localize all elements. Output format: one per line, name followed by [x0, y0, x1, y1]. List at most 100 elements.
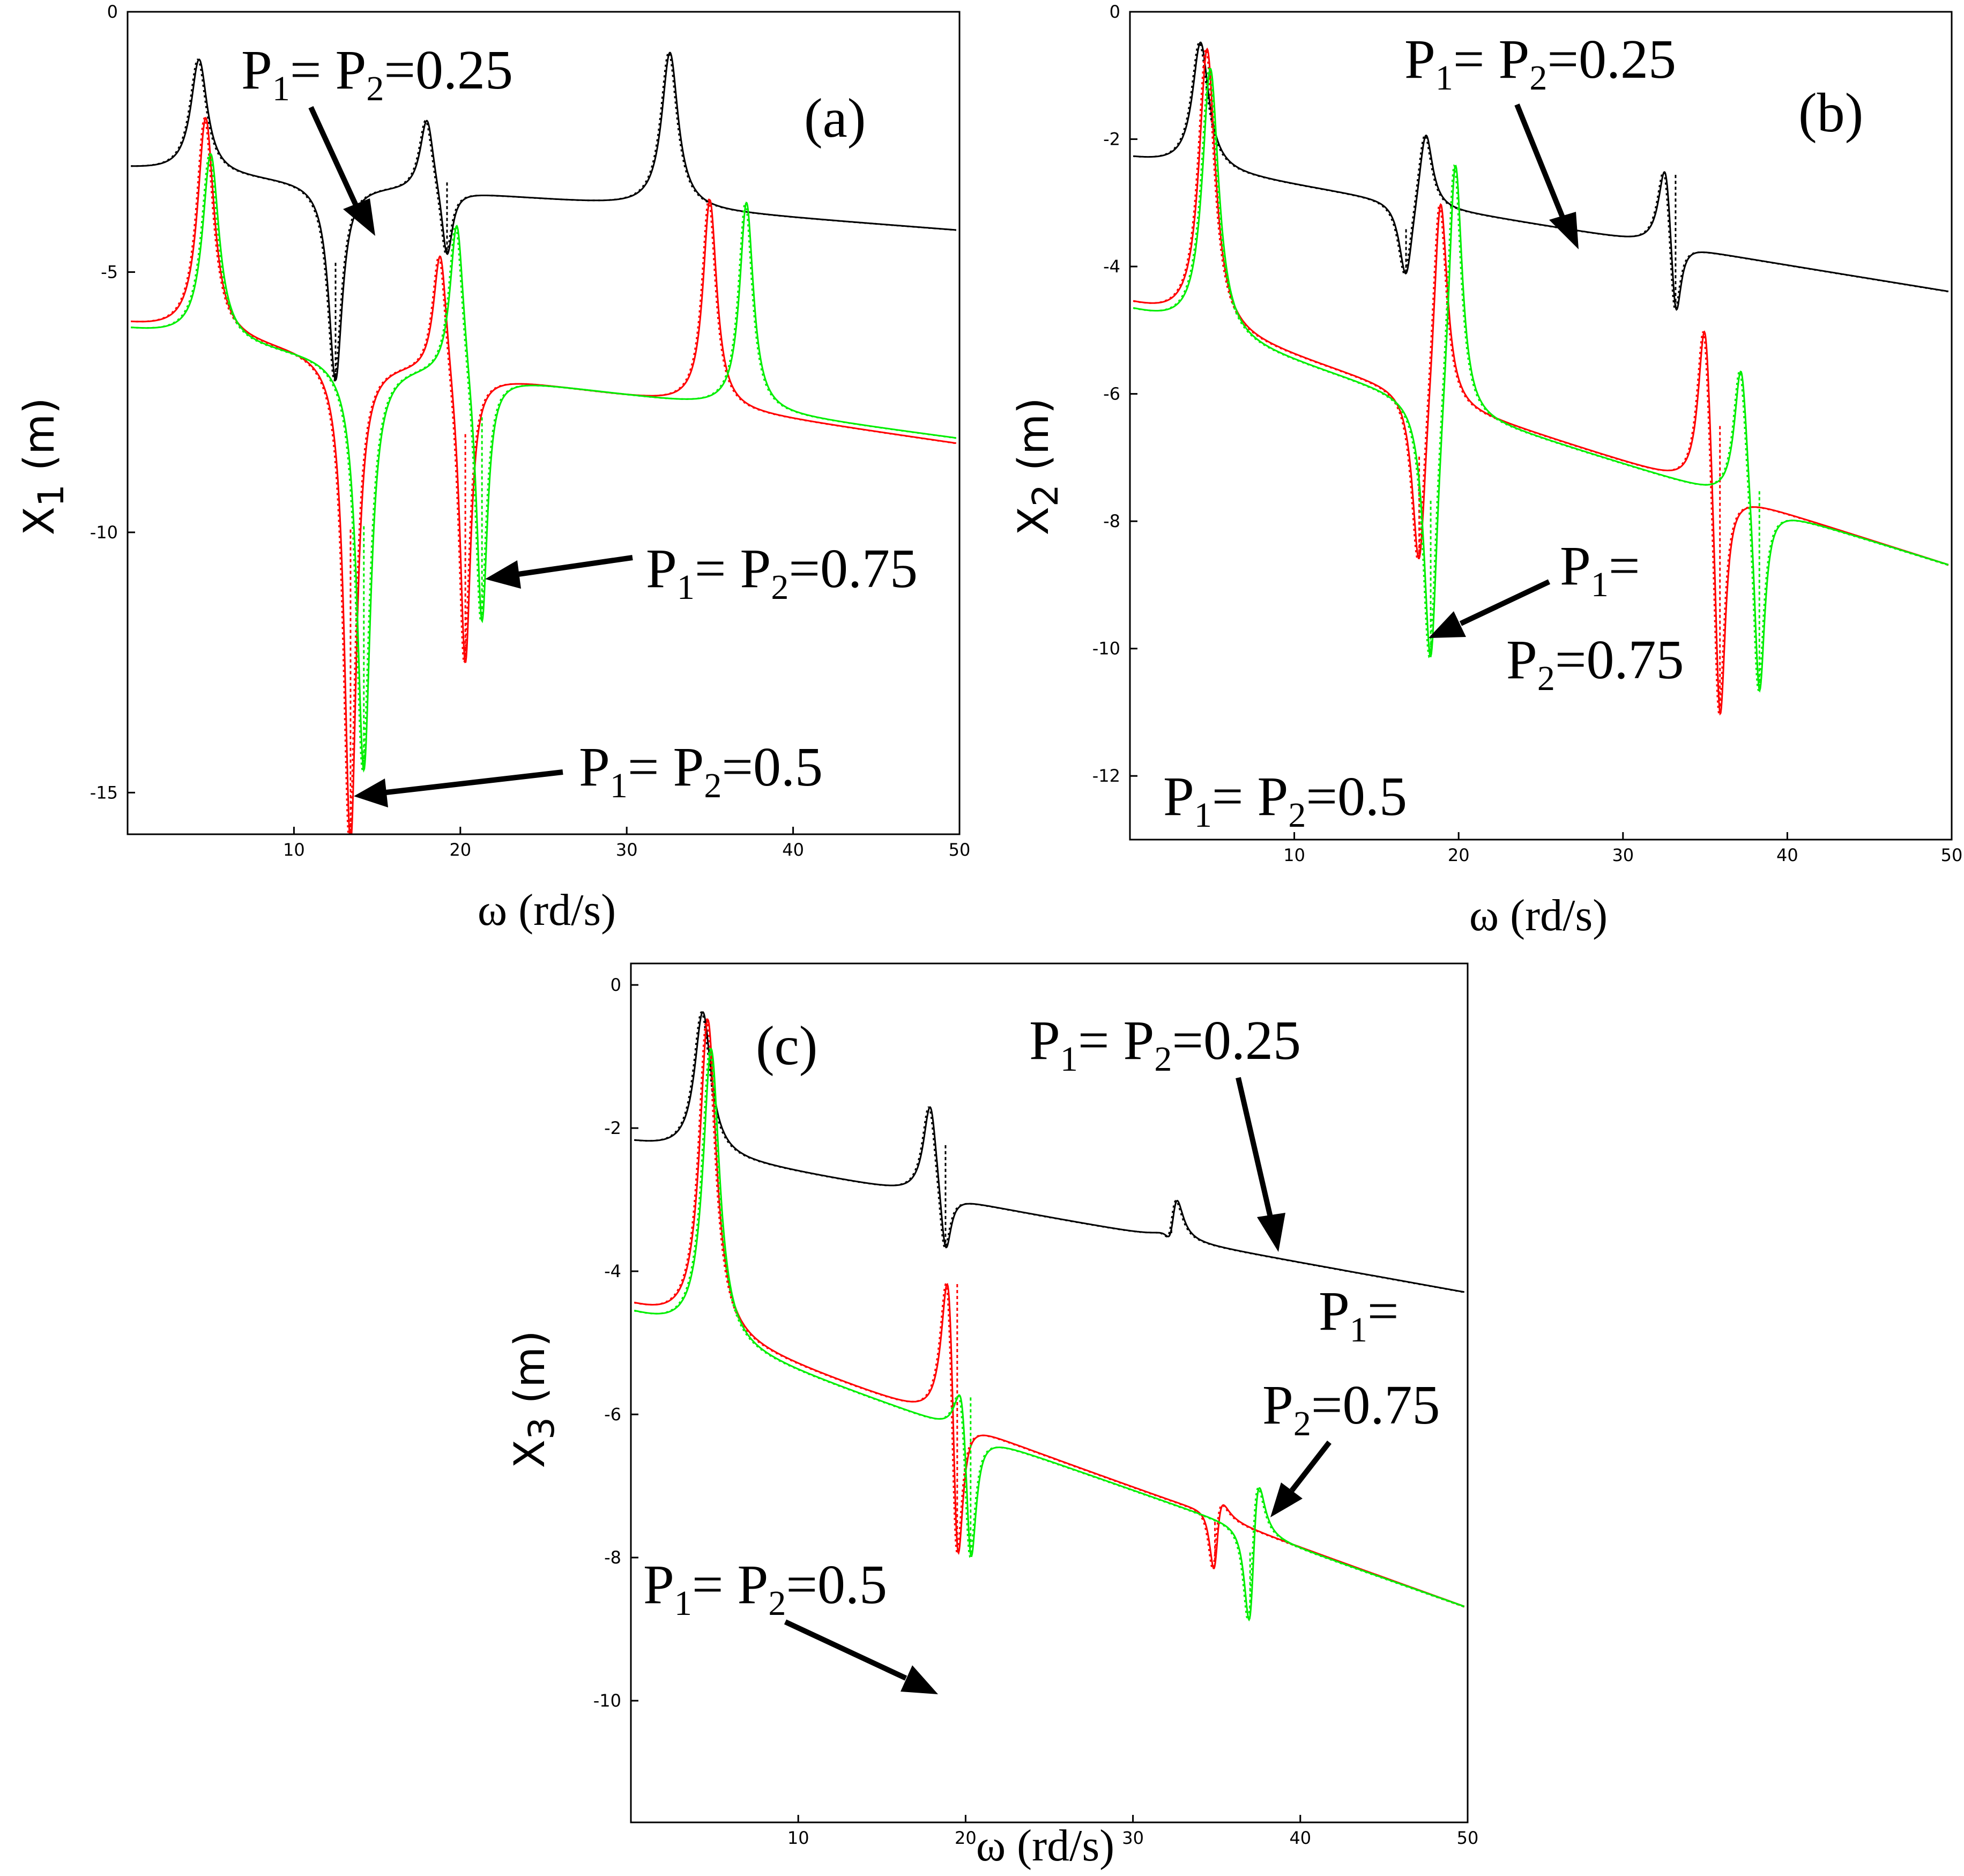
panel-a-series-dotted-line — [131, 153, 956, 773]
panel-a-x-tick-label: 50 — [949, 840, 971, 860]
panel-a-y-tick-label: 0 — [107, 2, 118, 22]
panel-a-arrowhead-05 — [354, 778, 388, 807]
panel-a-x-tick-label: 20 — [449, 840, 471, 860]
panel-b-series-dotted-line — [1133, 41, 1949, 311]
panel-c-ylabel-unit: (m) — [506, 1330, 554, 1417]
panel-b-x-tick-label: 50 — [1941, 845, 1963, 865]
panel-b-arrow-075 — [1459, 579, 1551, 626]
panel-c-annotation-075-line1: P1= — [1319, 1280, 1399, 1349]
panel-a-y-tick-label: -15 — [90, 782, 118, 803]
panel-c-arrowhead-075 — [1270, 1482, 1303, 1517]
panel-a-ylabel-main: X — [16, 507, 64, 535]
panel-b-y-tick-label: -6 — [1103, 384, 1120, 404]
panel-b-series-line — [1133, 47, 1949, 716]
panel-b-arrow-025 — [1514, 103, 1565, 218]
panel-c-annotation-075-line2: P2=0.75 — [1262, 1374, 1440, 1443]
panel-c-arrow-05 — [784, 1619, 907, 1681]
panel-a-plot-frame — [127, 11, 961, 835]
panel-b-y-tick-label: -10 — [1092, 639, 1120, 659]
panel-c-series-dotted-line — [634, 1048, 1465, 1621]
panel-c-y-tick-label: 0 — [611, 975, 621, 995]
panel-b-x-axis-title: ω (rd/s) — [1469, 891, 1608, 940]
panel-b-ylabel-main: X — [1010, 507, 1058, 535]
panel-a-arrow-05 — [385, 769, 563, 795]
panel-c-annotation-05: P1= P2=0.5 — [643, 1554, 887, 1623]
panel-c-x-tick-label: 40 — [1289, 1828, 1311, 1848]
panel-b-ylabel-unit: (m) — [1010, 397, 1058, 484]
panel-b-x-tick-label: 10 — [1283, 845, 1305, 865]
panel-b-y-tick-label: 0 — [1110, 2, 1120, 22]
panel-c-y-tick-label: -10 — [593, 1690, 621, 1711]
panel-c-ylabel-sub: 3 — [521, 1417, 562, 1440]
panel-a-series-dotted-line — [131, 117, 957, 834]
panel-a-ylabel-unit: (m) — [16, 397, 64, 484]
panel-a-ylabel-sub: 1 — [31, 484, 72, 507]
panel-a-arrowhead-075 — [485, 560, 521, 589]
panel-c-y-tick-label: -2 — [604, 1118, 621, 1138]
panel-c-arrow-025 — [1236, 1077, 1273, 1218]
panel-c-y-tick-label: -6 — [604, 1404, 621, 1425]
panel-a-x-tick-label: 40 — [782, 840, 804, 860]
panel-c-x-tick-label: 10 — [787, 1828, 809, 1848]
panel-b-series — [1133, 41, 1949, 717]
panel-a-annotation-075: P1= P2=0.75 — [646, 538, 918, 607]
panel-b-arrowhead-025 — [1549, 212, 1579, 249]
panel-c-annotation-025: P1= P2=0.25 — [1029, 1010, 1301, 1079]
panel-a-arrow-025 — [308, 106, 359, 208]
panel-c-x-tick-label: 30 — [1122, 1828, 1144, 1848]
panel-c-x-tick-label: 20 — [955, 1828, 977, 1848]
panel-b-arrowhead-075 — [1429, 611, 1466, 638]
panel-b-annotation-075-line1: P1= — [1560, 535, 1640, 604]
panel-c-label: (c) — [756, 1015, 817, 1077]
panel-b-label: (b) — [1798, 82, 1863, 144]
panel-a-y-axis-title: X1 (m) — [16, 397, 72, 535]
panel-b-annotation-075-line2: P2=0.75 — [1506, 629, 1684, 698]
panel-b-y-tick-label: -4 — [1103, 256, 1120, 277]
panel-a-y-tick-label: -10 — [90, 522, 118, 543]
panel-a-series-line — [131, 153, 956, 773]
panel-a-series-line — [131, 116, 957, 834]
panel-c-series-dotted-line — [634, 1018, 1465, 1608]
panel-a-annotation-025: P1= P2=0.25 — [241, 39, 513, 108]
panel-a-series — [131, 51, 957, 834]
panel-b-y-tick-label: -12 — [1092, 766, 1120, 786]
panel-c-x-tick-label: 50 — [1457, 1828, 1479, 1848]
panel-c-arrowhead-05 — [901, 1665, 938, 1694]
panel-b-x-tick-label: 40 — [1776, 845, 1798, 865]
panel-c-y-axis-title: X3 (m) — [506, 1330, 562, 1468]
panel-c: 10 20 30 40 50 0 -2 -4 -6 -8 -10 ω (rd/s) X3 (m) (… — [506, 962, 1479, 1871]
panel-b-series-dotted-line — [1133, 48, 1949, 717]
panel-b-y-axis-title: X2 (m) — [1010, 397, 1066, 535]
panel-b-annotation-025: P1= P2=0.25 — [1404, 28, 1676, 98]
panel-b-x-tick-label: 20 — [1448, 845, 1470, 865]
panel-a-x-axis-title: ω (rd/s) — [478, 885, 616, 935]
panel-a-x-tick-label: 10 — [283, 840, 305, 860]
panel-a-y-tick-label: -5 — [101, 262, 118, 282]
panel-a-series-dotted-line — [131, 51, 956, 382]
panel-b-annotation-05: P1= P2=0.5 — [1163, 766, 1407, 835]
panel-b-y-tick-label: -8 — [1103, 511, 1120, 531]
panel-c-series-dotted-line — [634, 1011, 1465, 1293]
panel-c-arrowhead-025 — [1257, 1213, 1285, 1252]
panel-b-series-dotted-line — [1133, 67, 1949, 692]
panel-a-label: (a) — [804, 87, 866, 149]
panel-c-ylabel-main: X — [506, 1440, 554, 1468]
panel-b-ylabel-sub: 2 — [1025, 484, 1066, 507]
panel-a-arrow-075 — [514, 555, 633, 577]
panel-c-plot-frame — [630, 962, 1469, 1823]
panel-c-y-tick-label: -4 — [604, 1261, 621, 1281]
panel-c-x-axis-title: ω (rd/s) — [976, 1821, 1114, 1871]
panel-a-annotation-05: P1= P2=0.5 — [579, 736, 823, 805]
panel-b-ticks: 10 20 30 40 50 0 -2 -4 -6 -8 -10 -12 — [1092, 2, 1963, 865]
panel-c-series — [634, 1011, 1465, 1622]
panel-a-x-tick-label: 30 — [616, 840, 638, 860]
panel-b-x-tick-label: 30 — [1612, 845, 1634, 865]
panel-a: 10 20 30 40 500-5-10-15 ω (rd/s) X1 (m) (a) … — [16, 2, 970, 935]
panel-a-ticks: 10 20 30 40 50 0 -5 -10 -15 — [90, 2, 971, 860]
panel-b-y-tick-label: -2 — [1103, 129, 1120, 150]
panel-a-arrowhead-025 — [343, 198, 375, 236]
panel-c-arrow-075 — [1290, 1440, 1331, 1493]
panel-c-y-tick-label: -8 — [604, 1547, 621, 1568]
panel-c-ticks: 10 20 30 40 50 0 -2 -4 -6 -8 -10 — [593, 975, 1479, 1848]
